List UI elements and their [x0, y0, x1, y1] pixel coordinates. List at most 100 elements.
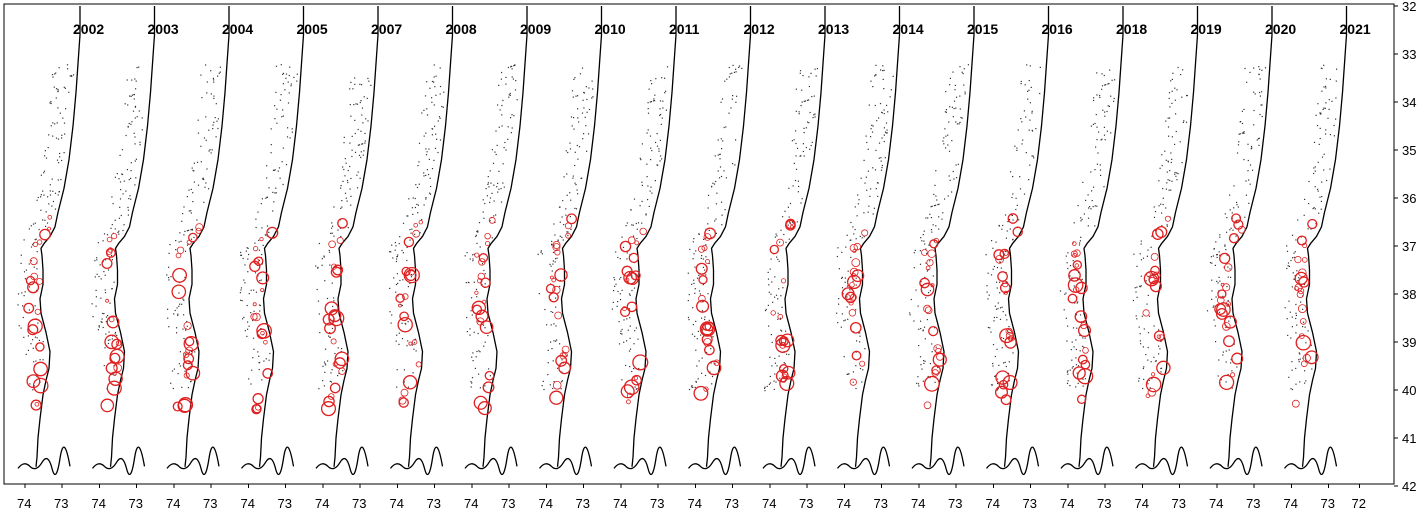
survey-station	[853, 233, 855, 235]
survey-station	[1016, 147, 1018, 149]
survey-station	[938, 228, 940, 230]
survey-station	[197, 119, 199, 121]
survey-station	[406, 259, 408, 262]
survey-station	[701, 310, 704, 312]
survey-station	[650, 159, 652, 161]
survey-station	[797, 191, 799, 193]
survey-station	[655, 78, 657, 80]
catch-circle	[785, 219, 796, 231]
survey-station	[188, 229, 190, 231]
survey-station	[1096, 163, 1098, 165]
survey-station	[921, 368, 923, 370]
survey-station	[100, 297, 102, 299]
survey-station	[633, 235, 635, 237]
survey-station	[1096, 72, 1098, 74]
survey-station	[1171, 136, 1173, 138]
survey-station	[190, 210, 192, 212]
survey-station	[491, 192, 493, 194]
survey-station	[23, 295, 25, 297]
survey-station	[1166, 182, 1168, 184]
survey-station	[1243, 108, 1245, 110]
survey-station	[714, 155, 716, 157]
survey-station	[1030, 86, 1032, 88]
catch-circle	[1067, 293, 1078, 304]
catch-circle	[1304, 350, 1319, 365]
survey-station	[22, 305, 24, 307]
survey-station	[279, 99, 281, 101]
catch-circle	[781, 365, 796, 380]
survey-station	[923, 360, 925, 362]
survey-station	[934, 327, 936, 329]
survey-station	[547, 362, 549, 364]
survey-station	[484, 341, 486, 343]
survey-station	[1088, 207, 1090, 209]
survey-station	[433, 76, 435, 78]
survey-station	[96, 259, 98, 261]
catch-circle	[109, 348, 125, 364]
survey-station	[472, 352, 474, 354]
panel-year-label: 2013	[818, 21, 849, 37]
survey-station	[487, 183, 489, 185]
survey-station	[478, 373, 480, 375]
survey-station	[555, 306, 557, 308]
survey-station	[471, 356, 473, 358]
survey-station	[1232, 229, 1234, 231]
catch-circle	[183, 335, 199, 352]
survey-station	[1260, 104, 1262, 106]
survey-station	[332, 225, 334, 227]
survey-station	[1229, 194, 1231, 196]
survey-station	[406, 345, 408, 347]
survey-station	[958, 123, 960, 125]
survey-station	[768, 291, 770, 293]
survey-station	[104, 274, 106, 276]
survey-station	[701, 372, 703, 374]
survey-station	[1102, 109, 1104, 111]
catch-circle	[262, 368, 274, 379]
survey-station	[688, 319, 690, 321]
lon-tick-label: 74	[613, 496, 627, 511]
catch-circle	[713, 359, 720, 366]
survey-station	[360, 100, 362, 102]
catch-circle	[552, 380, 562, 390]
catch-circle	[482, 381, 495, 394]
catch-circle	[403, 236, 415, 248]
survey-station	[1075, 364, 1078, 366]
survey-station	[503, 147, 505, 149]
catch-circle	[334, 351, 350, 367]
survey-station	[397, 254, 399, 256]
survey-station	[720, 175, 723, 178]
survey-station	[631, 224, 633, 226]
survey-station	[693, 282, 695, 284]
survey-station	[103, 365, 105, 367]
survey-station	[1304, 326, 1306, 328]
survey-station	[854, 228, 856, 231]
survey-station	[1087, 217, 1090, 219]
survey-station	[1134, 287, 1136, 289]
survey-station	[697, 330, 699, 332]
survey-station	[1012, 176, 1014, 178]
survey-station	[399, 303, 401, 306]
survey-station	[329, 264, 331, 266]
survey-station	[1015, 197, 1017, 199]
survey-station	[216, 120, 218, 122]
survey-station	[1140, 343, 1142, 345]
lon-tick-label: 73	[1172, 496, 1186, 511]
survey-station	[910, 298, 912, 301]
survey-station	[240, 254, 243, 256]
survey-station	[857, 194, 859, 196]
survey-station	[63, 152, 65, 154]
survey-station	[1106, 110, 1108, 113]
survey-station	[553, 340, 555, 342]
survey-station	[135, 158, 137, 160]
survey-station	[572, 96, 574, 98]
survey-station	[1079, 314, 1082, 316]
catch-circle	[701, 333, 713, 346]
catch-circle	[1300, 318, 1307, 325]
survey-station	[992, 363, 994, 365]
survey-station	[114, 331, 117, 334]
coastline-2020	[1227, 6, 1273, 467]
survey-station	[219, 66, 221, 68]
survey-station	[843, 356, 845, 358]
survey-station	[1071, 367, 1073, 369]
survey-station	[563, 224, 565, 226]
